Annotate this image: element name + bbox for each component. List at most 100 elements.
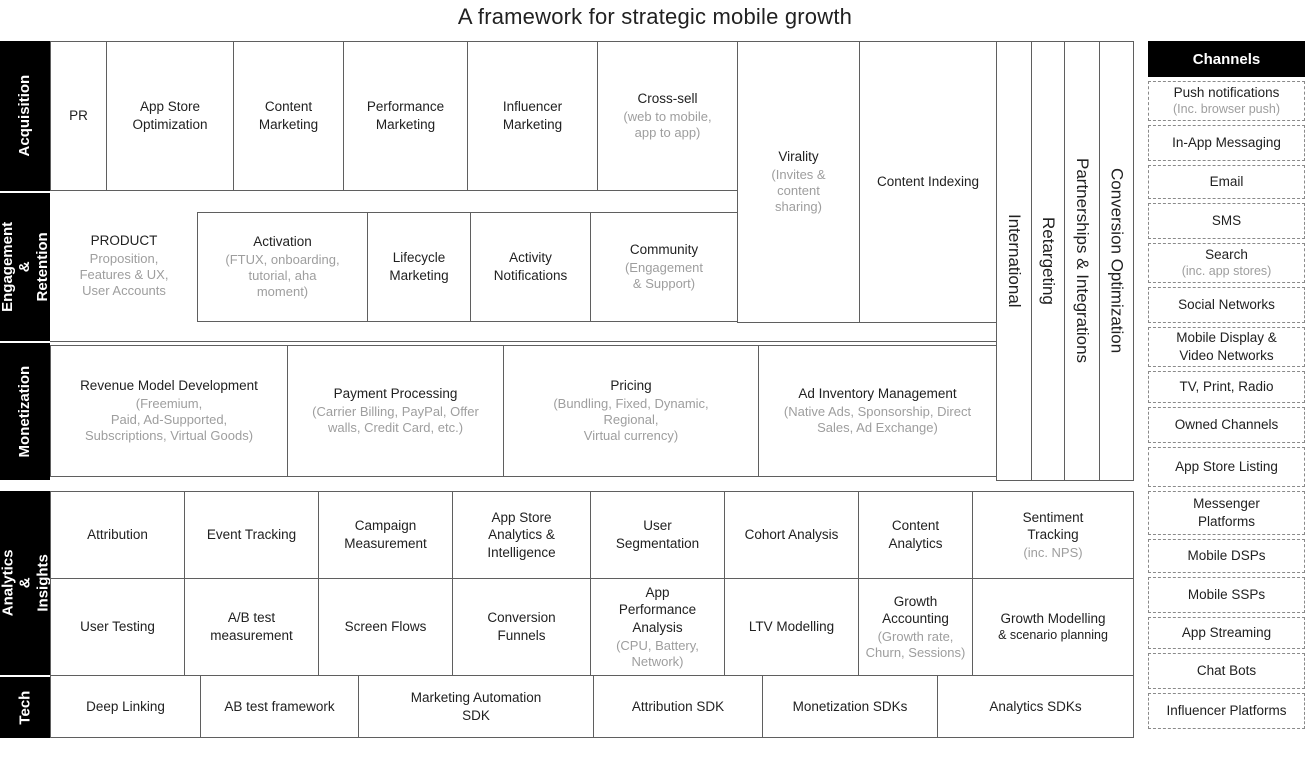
cell-app-performance-analysis-sublabel: (CPU, Battery, Network): [616, 637, 699, 669]
cell-pr-label: PR: [69, 108, 88, 124]
cell-pr: PR: [50, 41, 107, 191]
channel-owned-channels: Owned Channels: [1148, 407, 1305, 443]
cell-ab-test-framework-label: AB test framework: [224, 698, 335, 714]
cell-virality-sublabel: (Invites & content sharing): [771, 166, 826, 215]
cell-ab-test-measurement-label: A/B test measurement: [210, 610, 293, 643]
cell-attribution-label: Attribution: [87, 527, 148, 543]
cell-ad-inventory-management-sublabel: (Native Ads, Sponsorship, Direct Sales, …: [783, 404, 972, 436]
row-group-monetization: Monetization: [0, 343, 50, 480]
cell-ab-test-framework: AB test framework: [200, 675, 359, 738]
cell-cohort-analysis-label: Cohort Analysis: [744, 527, 839, 543]
cell-marketing-automation-sdk-label: Marketing Automation SDK: [410, 689, 542, 723]
cell-pricing-sublabel: (Bundling, Fixed, Dynamic, Regional, Vir…: [553, 395, 709, 444]
channel-email-label: Email: [1209, 174, 1244, 190]
cell-analytics-sdks-label: Analytics SDKs: [989, 698, 1082, 714]
cell-user-segmentation-label: User Segmentation: [615, 518, 700, 551]
row-group-acquisition-label: Acquisition: [16, 75, 34, 157]
channels-panel: Channels Push notifications (Inc. browse…: [1148, 41, 1305, 729]
cell-product: PRODUCT Proposition, Features & UX, User…: [50, 191, 198, 341]
cell-app-store-optimization: App Store Optimization: [106, 41, 234, 191]
cell-activity-notifications-label: Activity Notifications: [493, 250, 568, 283]
cell-event-tracking-label: Event Tracking: [206, 527, 297, 543]
channel-push-notifications-sublabel: (Inc. browser push): [1173, 101, 1280, 116]
channel-in-app-messaging-label: In-App Messaging: [1172, 135, 1281, 151]
row-group-engagement-retention: Engagement & Retention: [0, 193, 51, 341]
cell-pricing: Pricing (Bundling, Fixed, Dynamic, Regio…: [503, 345, 759, 477]
channel-chat-bots-label: Chat Bots: [1196, 663, 1257, 679]
cell-cross-sell-label: Cross-sell: [637, 91, 698, 107]
column-conversion-optimization: Conversion Optimization: [1099, 41, 1134, 481]
cell-growth-modelling-label: Growth Modelling: [1000, 611, 1106, 627]
channel-mobile-display-video-networks: Mobile Display & Video Networks: [1148, 327, 1305, 367]
cell-attribution: Attribution: [50, 491, 185, 579]
cell-content-marketing: Content Marketing: [233, 41, 344, 191]
row-group-tech-label: Tech: [16, 690, 34, 725]
channel-messenger-platforms-label: Messenger Platforms: [1193, 496, 1260, 529]
cell-sentiment-tracking: Sentiment Tracking (inc. NPS): [972, 491, 1134, 579]
cell-lifecycle-marketing-label: Lifecycle Marketing: [389, 250, 449, 283]
channel-social-networks: Social Networks: [1148, 287, 1305, 323]
cell-cross-sell-sublabel: (web to mobile, app to app): [623, 109, 712, 141]
cell-revenue-model-development-sublabel: (Freemium, Paid, Ad-Supported, Subscript…: [84, 395, 254, 444]
column-conversion-optimization-label: Conversion Optimization: [1107, 168, 1127, 354]
cell-app-performance-analysis: App Performance Analysis (CPU, Battery, …: [590, 578, 725, 676]
cell-lifecycle-marketing: Lifecycle Marketing: [367, 212, 471, 322]
channel-messenger-platforms: Messenger Platforms: [1148, 491, 1305, 535]
cell-activation: Activation (FTUX, onboarding, tutorial, …: [197, 212, 368, 322]
cell-growth-accounting-sublabel: (Growth rate, Churn, Sessions): [865, 628, 966, 661]
channel-tv-print-radio: TV, Print, Radio: [1148, 371, 1305, 403]
channel-app-store-listing-label: App Store Listing: [1175, 459, 1278, 475]
cell-growth-modelling: Growth Modelling & scenario planning: [972, 578, 1134, 676]
cell-payment-processing: Payment Processing (Carrier Billing, Pay…: [287, 345, 504, 477]
cell-sentiment-tracking-sublabel: (inc. NPS): [1023, 544, 1083, 560]
channel-search-label: Search: [1205, 247, 1248, 263]
cell-app-store-analytics-intelligence-label: App Store Analytics & Intelligence: [487, 509, 556, 560]
channel-sms-label: SMS: [1211, 213, 1242, 229]
cell-deep-linking: Deep Linking: [50, 675, 201, 738]
cell-virality: Virality (Invites & content sharing): [737, 41, 860, 323]
cell-user-testing: User Testing: [50, 578, 185, 676]
cell-content-marketing-label: Content Marketing: [258, 99, 319, 132]
cell-content-analytics: Content Analytics: [858, 491, 973, 579]
channel-app-streaming: App Streaming: [1148, 617, 1305, 649]
cell-revenue-model-development: Revenue Model Development (Freemium, Pai…: [50, 345, 288, 477]
cell-pricing-label: Pricing: [610, 378, 652, 394]
row-group-engagement-retention-label: Engagement & Retention: [0, 221, 51, 313]
cell-payment-processing-label: Payment Processing: [333, 386, 458, 402]
column-partnerships-integrations: Partnerships & Integrations: [1064, 41, 1100, 481]
cell-monetization-sdks: Monetization SDKs: [762, 675, 938, 738]
column-international-label: International: [1005, 214, 1024, 308]
cell-ltv-modelling-label: LTV Modelling: [748, 619, 835, 635]
cell-sentiment-tracking-label: Sentiment Tracking: [1022, 509, 1084, 543]
cell-app-store-optimization-label: App Store Optimization: [132, 99, 208, 132]
cell-community-label: Community: [629, 242, 699, 258]
cell-product-label: PRODUCT: [90, 233, 158, 249]
row-group-tech: Tech: [0, 677, 50, 738]
channel-app-store-listing: App Store Listing: [1148, 447, 1305, 487]
cell-campaign-measurement-label: Campaign Measurement: [344, 518, 427, 551]
cell-deep-linking-label: Deep Linking: [86, 698, 165, 714]
cell-influencer-marketing: Influencer Marketing: [467, 41, 598, 191]
channel-mobile-dsps: Mobile DSPs: [1148, 539, 1305, 573]
cell-content-analytics-label: Content Analytics: [888, 518, 943, 551]
cell-campaign-measurement: Campaign Measurement: [318, 491, 453, 579]
row-group-monetization-label: Monetization: [16, 365, 34, 458]
channel-push-notifications-label: Push notifications: [1173, 85, 1280, 101]
cell-user-segmentation: User Segmentation: [590, 491, 725, 579]
page-title: A framework for strategic mobile growth: [457, 4, 853, 29]
cell-content-indexing: Content Indexing: [859, 41, 997, 323]
column-partnerships-integrations-label: Partnerships & Integrations: [1073, 158, 1092, 364]
cell-ab-test-measurement: A/B test measurement: [184, 578, 319, 676]
channel-tv-print-radio-label: TV, Print, Radio: [1179, 379, 1274, 395]
cell-activity-notifications: Activity Notifications: [470, 212, 591, 322]
channel-social-networks-label: Social Networks: [1178, 297, 1275, 313]
engagement-bottom-divider: [50, 341, 997, 342]
cell-event-tracking: Event Tracking: [184, 491, 319, 579]
channel-push-notifications: Push notifications (Inc. browser push): [1148, 81, 1305, 121]
cell-ltv-modelling: LTV Modelling: [724, 578, 859, 676]
channel-sms: SMS: [1148, 203, 1305, 239]
cell-content-indexing-label: Content Indexing: [876, 174, 980, 190]
cell-activation-sublabel: (FTUX, onboarding, tutorial, aha moment): [225, 251, 340, 300]
cell-monetization-sdks-label: Monetization SDKs: [792, 698, 908, 714]
cell-screen-flows: Screen Flows: [318, 578, 453, 676]
